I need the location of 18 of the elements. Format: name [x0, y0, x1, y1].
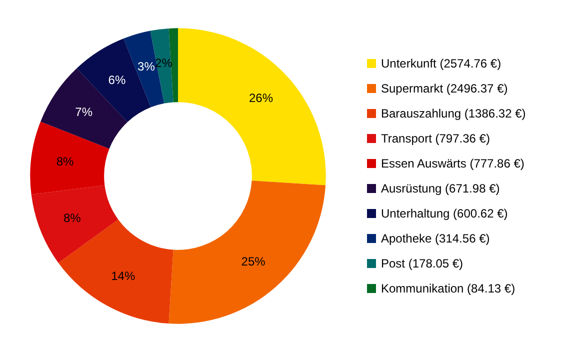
legend-label: Barauszahlung (1386.32 €) — [381, 106, 526, 120]
legend-label: Ausrüstung (671.98 €) — [381, 182, 500, 196]
data-label: 14% — [111, 268, 136, 283]
legend-label: Post (178.05 €) — [381, 256, 464, 270]
legend-label: Unterkunft (2574.76 €) — [381, 56, 502, 70]
data-label: 8% — [56, 154, 74, 169]
data-label: 25% — [241, 254, 266, 268]
legend-label: Transport (797.36 €) — [381, 132, 490, 146]
data-label: 8% — [63, 210, 82, 225]
legend-label: Kommunikation (84.13 €) — [381, 282, 516, 296]
data-label: 3% — [138, 60, 156, 74]
legend-label: Apotheke (314.56 €) — [381, 232, 490, 246]
legend-label: Essen Auswärts (777.86 €) — [381, 156, 524, 170]
legend-label: Supermarkt (2496.37 €) — [381, 82, 508, 96]
data-label: 26% — [249, 91, 274, 106]
data-label: 6% — [108, 72, 126, 87]
data-label: 7% — [75, 104, 93, 119]
legend-label: Unterhaltung (600.62 €) — [381, 206, 508, 220]
